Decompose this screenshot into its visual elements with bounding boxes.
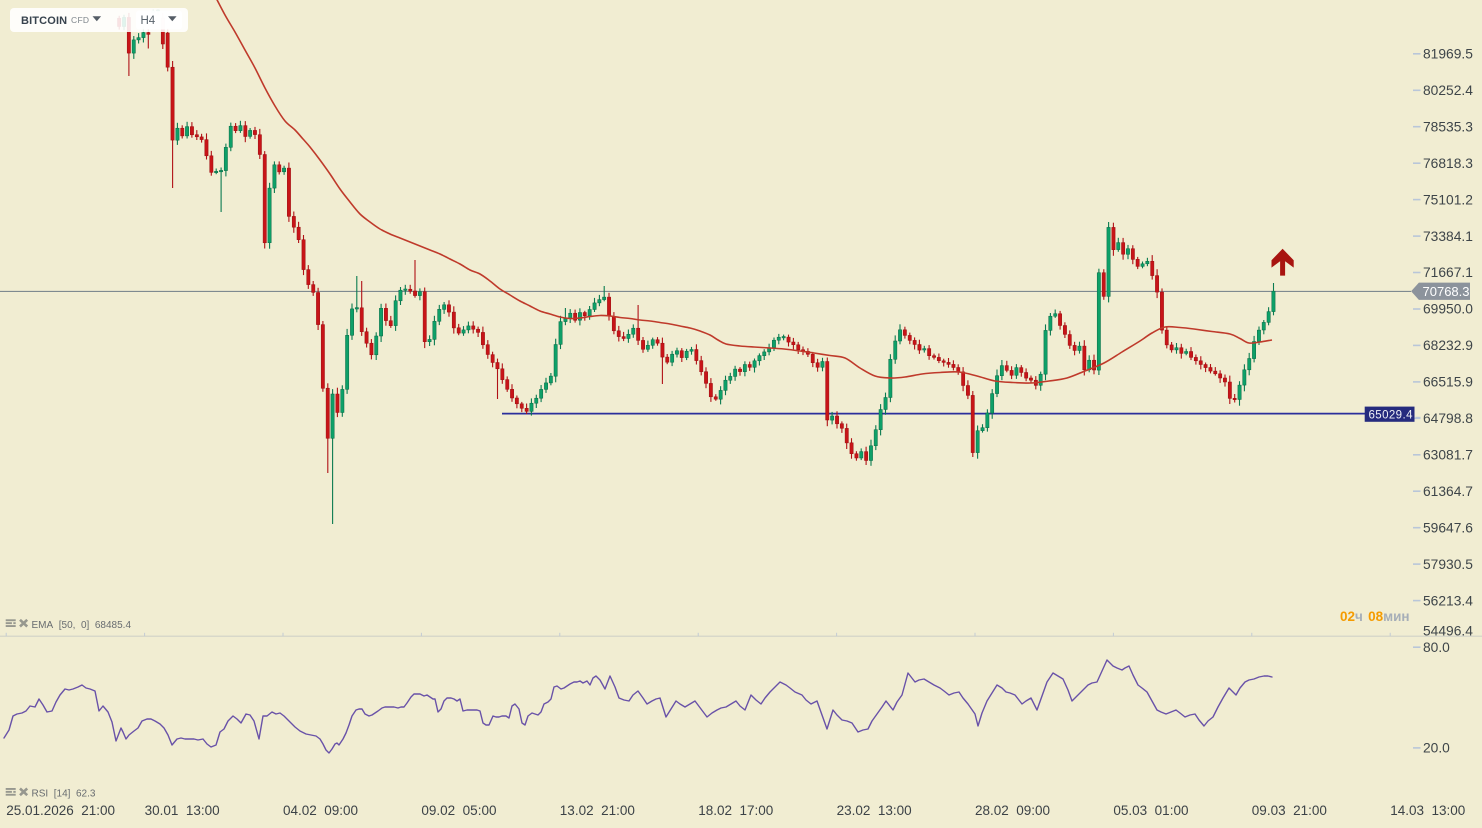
svg-text:28.02 09:00: 28.02 09:00 <box>975 803 1050 818</box>
svg-text:65029.4: 65029.4 <box>1369 409 1414 421</box>
svg-text:80252.4: 80252.4 <box>1423 83 1473 98</box>
svg-text:13.02 21:00: 13.02 21:00 <box>560 803 635 818</box>
svg-text:RSI [14] 62.3: RSI [14] 62.3 <box>32 789 96 800</box>
svg-text:59647.6: 59647.6 <box>1423 520 1473 535</box>
svg-text:81969.5: 81969.5 <box>1423 47 1473 62</box>
svg-text:61364.7: 61364.7 <box>1423 484 1473 499</box>
svg-text:BITCOIN: BITCOIN <box>21 15 67 27</box>
svg-text:71667.1: 71667.1 <box>1423 265 1473 280</box>
svg-text:64798.8: 64798.8 <box>1423 411 1473 426</box>
svg-text:25.01.2026 21:00: 25.01.2026 21:00 <box>6 803 115 818</box>
svg-text:68232.9: 68232.9 <box>1423 338 1473 353</box>
svg-text:56213.4: 56213.4 <box>1423 593 1473 608</box>
svg-text:18.02 17:00: 18.02 17:00 <box>698 803 773 818</box>
svg-text:75101.2: 75101.2 <box>1423 192 1473 207</box>
svg-text:09.02 05:00: 09.02 05:00 <box>421 803 496 818</box>
svg-text:76818.3: 76818.3 <box>1423 156 1473 171</box>
svg-text:30.01 13:00: 30.01 13:00 <box>145 803 220 818</box>
svg-text:CFD: CFD <box>71 15 89 25</box>
svg-text:04.02 09:00: 04.02 09:00 <box>283 803 358 818</box>
svg-text:78535.3: 78535.3 <box>1423 119 1473 134</box>
svg-text:14.03 13:00: 14.03 13:00 <box>1390 803 1465 818</box>
svg-text:73384.1: 73384.1 <box>1423 229 1473 244</box>
svg-text:70768.3: 70768.3 <box>1423 284 1470 299</box>
svg-text:69950.0: 69950.0 <box>1423 302 1473 317</box>
svg-text:09.03 21:00: 09.03 21:00 <box>1252 803 1327 818</box>
svg-text:66515.9: 66515.9 <box>1423 375 1473 390</box>
svg-text:54496.4: 54496.4 <box>1423 624 1473 639</box>
svg-text:EMA [50, 0] 68485.4: EMA [50, 0] 68485.4 <box>32 620 132 631</box>
svg-text:H4: H4 <box>141 15 156 27</box>
svg-text:23.02 13:00: 23.02 13:00 <box>837 803 912 818</box>
svg-text:20.0: 20.0 <box>1423 741 1450 756</box>
svg-text:80.0: 80.0 <box>1423 640 1450 655</box>
svg-text:05.03 01:00: 05.03 01:00 <box>1113 803 1188 818</box>
svg-text:57930.5: 57930.5 <box>1423 557 1473 572</box>
svg-text:63081.7: 63081.7 <box>1423 448 1473 463</box>
